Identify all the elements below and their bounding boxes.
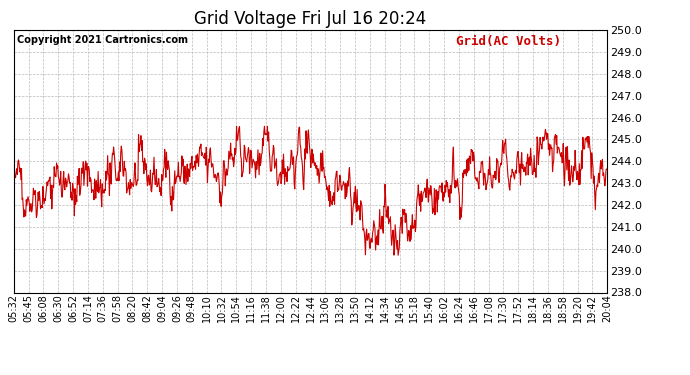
- Text: Copyright 2021 Cartronics.com: Copyright 2021 Cartronics.com: [17, 35, 188, 45]
- Text: Grid(AC Volts): Grid(AC Volts): [456, 35, 561, 48]
- Title: Grid Voltage Fri Jul 16 20:24: Grid Voltage Fri Jul 16 20:24: [195, 10, 426, 28]
